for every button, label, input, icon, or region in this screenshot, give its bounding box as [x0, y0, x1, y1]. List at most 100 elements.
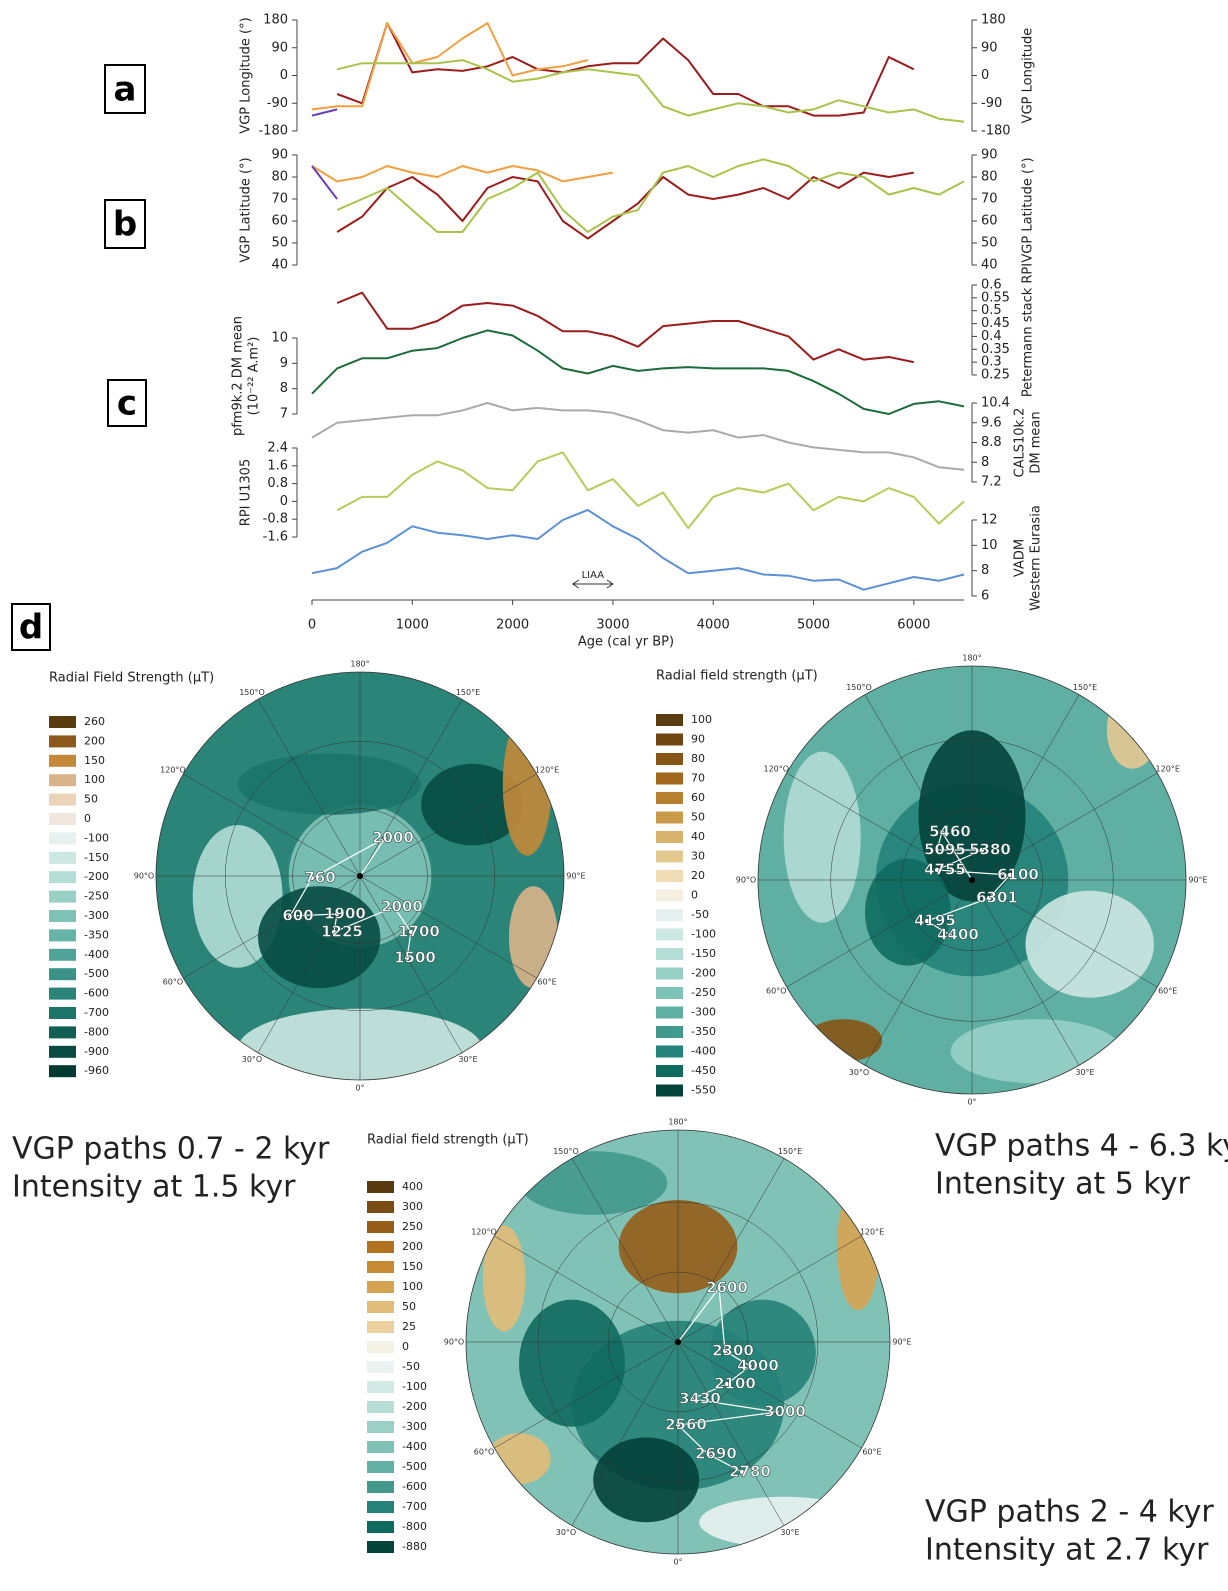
legend-swatch	[49, 754, 76, 767]
panel-letter: d	[19, 608, 43, 648]
legend-swatch	[49, 910, 76, 922]
legend-label: 40	[691, 830, 705, 843]
legend-swatch	[656, 792, 683, 804]
panel-box	[11, 603, 51, 651]
path-age-label: 1900	[324, 905, 366, 923]
meridian	[971, 772, 1158, 881]
path-age-label: 6301	[976, 889, 1018, 907]
meridian	[677, 1341, 862, 1449]
vgp-point	[675, 1422, 681, 1428]
legend-label: -880	[402, 1540, 427, 1553]
caption: Intensity at 2.7 kyr	[925, 1533, 1209, 1568]
compass-label: 90°E	[892, 1338, 911, 1347]
path-age-label: 760	[304, 869, 335, 887]
x-tick-label: 0	[308, 618, 316, 633]
path-age-label: 5460	[929, 823, 971, 841]
path-age-label: 2560	[665, 1416, 707, 1434]
legend-label: -350	[691, 1025, 716, 1038]
vgp-point	[331, 929, 337, 935]
vgp-point	[924, 918, 930, 924]
x-tick-label: 6000	[897, 618, 930, 633]
compass-label: 0°	[355, 1084, 364, 1093]
compass-label: 120°E	[860, 1228, 884, 1237]
meridian	[359, 773, 537, 877]
legend-label: -100	[402, 1380, 427, 1393]
legend-swatch	[367, 1381, 394, 1393]
field-region	[865, 858, 951, 966]
legend-swatch	[49, 851, 76, 864]
legend-swatch	[49, 987, 76, 1000]
y-tick-label: 8	[280, 381, 288, 396]
panel-letter: b	[113, 205, 137, 245]
legend-swatch	[367, 1541, 394, 1553]
path-age-label: 2780	[729, 1463, 771, 1481]
y-tick-label: 12	[981, 513, 998, 528]
legend-swatch	[49, 1065, 76, 1078]
caption: VGP paths 2 - 4 kyr	[925, 1495, 1214, 1530]
legend-label: -200	[84, 870, 109, 883]
legend-swatch	[49, 890, 76, 903]
legend-swatch	[656, 987, 683, 999]
field-region	[519, 1151, 668, 1215]
meridian	[257, 875, 361, 1053]
legend-swatch	[656, 1026, 683, 1038]
data-line	[311, 108, 338, 117]
y-tick-label: 40	[981, 258, 998, 273]
legend-label: -50	[691, 908, 709, 921]
compass-label: 150°O	[846, 683, 872, 692]
legend-label: -500	[84, 967, 109, 980]
meridian	[786, 772, 973, 881]
meridian	[183, 875, 361, 979]
legend-swatch	[367, 1401, 394, 1413]
y-tick-label: 1.6	[267, 458, 288, 473]
legend-swatch	[656, 753, 683, 765]
meridian	[677, 1235, 862, 1343]
legend-label: -150	[84, 851, 109, 864]
compass-label: 90°O	[444, 1338, 464, 1347]
legend-swatch	[656, 928, 683, 941]
path-age-label: 2000	[381, 898, 423, 916]
legend-swatch	[367, 1341, 394, 1353]
legend-swatch	[367, 1521, 394, 1533]
field-region	[237, 753, 422, 815]
path-age-label: 5095	[924, 841, 966, 859]
legend-swatch	[49, 813, 76, 825]
pole	[357, 873, 363, 879]
panel-letter: a	[114, 70, 137, 110]
vgp-point	[309, 875, 315, 881]
legend-label: -500	[402, 1460, 427, 1473]
y-axis-label: CALS10k.2	[1013, 408, 1028, 478]
compass-label: 120°E	[1156, 765, 1180, 774]
x-tick-label: 4000	[697, 618, 730, 633]
legend-label: 50	[84, 793, 98, 806]
y-axis-label: VGP Longitude (°)	[239, 17, 254, 133]
path-age-label: 4000	[737, 1357, 779, 1375]
data-line	[336, 158, 965, 233]
y-tick-label: 8.8	[981, 435, 1002, 450]
legend-label: -300	[402, 1420, 427, 1433]
legend-swatch	[367, 1241, 394, 1253]
vgp-path	[676, 1286, 778, 1473]
data-line	[311, 22, 589, 111]
path-age-label: 2600	[706, 1279, 748, 1297]
caption: Intensity at 1.5 kyr	[12, 1170, 296, 1205]
caption: VGP paths 4 - 6.3 kyr	[935, 1129, 1228, 1164]
compass-label: 150°O	[553, 1147, 579, 1156]
vgp-point	[934, 847, 940, 853]
compass-label: 90°O	[134, 872, 154, 881]
legend-swatch	[367, 1201, 394, 1213]
y-tick-label: -0.8	[263, 512, 288, 527]
compass-label: 150°E	[456, 688, 480, 697]
y-tick-label: 0.35	[981, 342, 1010, 357]
x-tick-label: 2000	[496, 618, 529, 633]
path-age-label: 2100	[714, 1375, 756, 1393]
vgp-point	[705, 1451, 711, 1457]
legend-swatch	[367, 1261, 394, 1273]
x-tick-label: 5000	[797, 618, 830, 633]
data-line	[336, 59, 965, 123]
field-region	[508, 886, 558, 989]
legend-label: 100	[402, 1280, 423, 1293]
data-line	[336, 291, 914, 364]
legend-label: 250	[402, 1220, 423, 1233]
legend-label: 25	[402, 1320, 416, 1333]
